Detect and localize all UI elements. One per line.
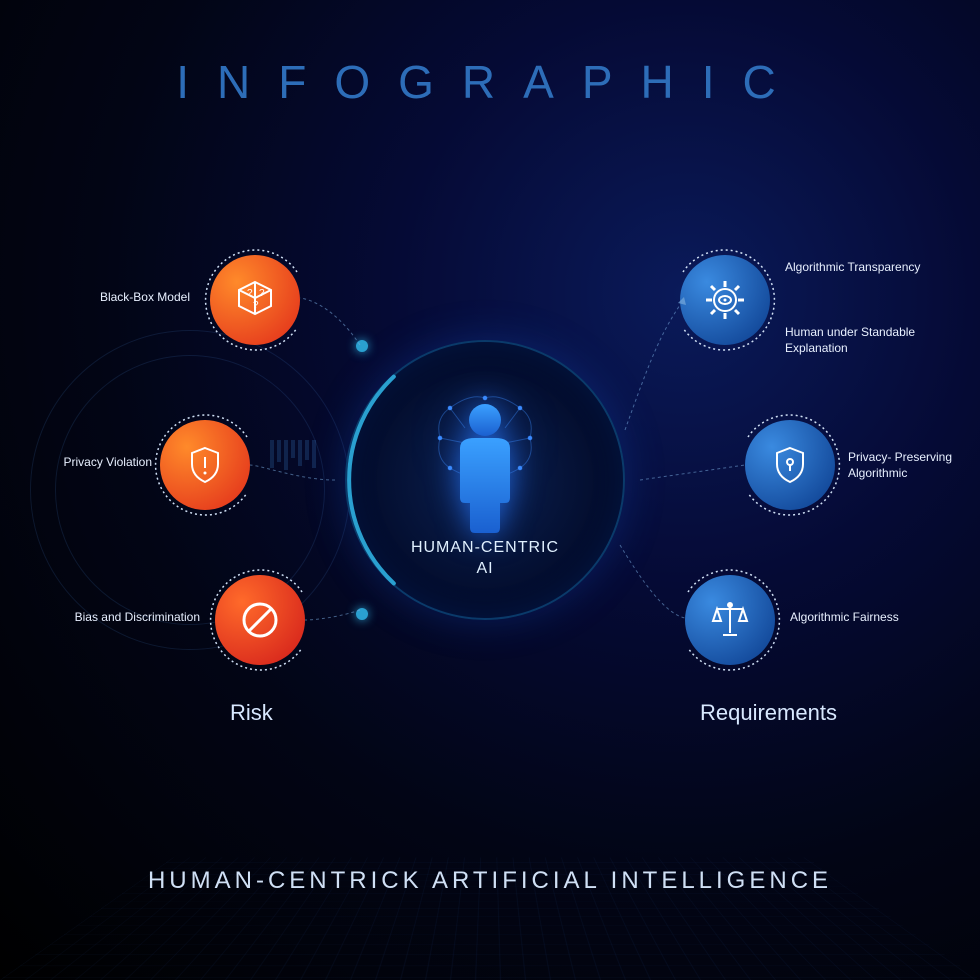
person-ai-icon xyxy=(420,388,550,538)
req-node-transparency xyxy=(680,255,770,345)
risk-label-privacy: Privacy Violation xyxy=(52,455,152,471)
req-node-privacy xyxy=(745,420,835,510)
risk-node-privacy xyxy=(160,420,250,510)
req-label-privacy: Privacy- Preserving Algorithmic xyxy=(848,450,968,481)
shield-exclaim-icon xyxy=(184,444,226,486)
prohibit-icon xyxy=(238,598,282,642)
req-node-fairness xyxy=(685,575,775,665)
gear-eye-icon xyxy=(702,277,748,323)
main-title: INFOGRAPHIC xyxy=(0,55,980,109)
center-label: HUMAN-CENTRIC AI xyxy=(345,538,625,580)
hud-bars xyxy=(270,440,319,470)
footer-subtitle: HUMAN-CENTRICK ARTIFICIAL INTELLIGENCE xyxy=(0,867,980,895)
risk-label-bias: Bias and Discrimination xyxy=(50,610,200,626)
svg-text:?: ? xyxy=(253,300,259,311)
center-hub: HUMAN-CENTRIC AI xyxy=(345,340,625,620)
req-label-fairness: Algorithmic Fairness xyxy=(790,610,930,626)
svg-text:?: ? xyxy=(247,288,253,299)
risk-node-bias xyxy=(215,575,305,665)
risk-node-blackbox: ? ? ? xyxy=(210,255,300,345)
accent-dot-top xyxy=(356,340,368,352)
cube-question-icon: ? ? ? xyxy=(233,278,277,322)
center-label-line1: HUMAN-CENTRIC xyxy=(411,539,559,556)
scales-icon xyxy=(707,597,753,643)
center-label-line2: AI xyxy=(476,560,493,577)
shield-keyhole-icon xyxy=(769,444,811,486)
svg-text:?: ? xyxy=(259,288,265,299)
risk-label-blackbox: Black-Box Model xyxy=(60,290,190,306)
accent-dot-bottom xyxy=(356,608,368,620)
requirements-category-label: Requirements xyxy=(700,700,837,726)
req-label-transparency: Algorithmic Transparency xyxy=(785,260,945,276)
risk-category-label: Risk xyxy=(230,700,273,726)
req-label-explanation: Human under Standable Explanation xyxy=(785,325,945,356)
